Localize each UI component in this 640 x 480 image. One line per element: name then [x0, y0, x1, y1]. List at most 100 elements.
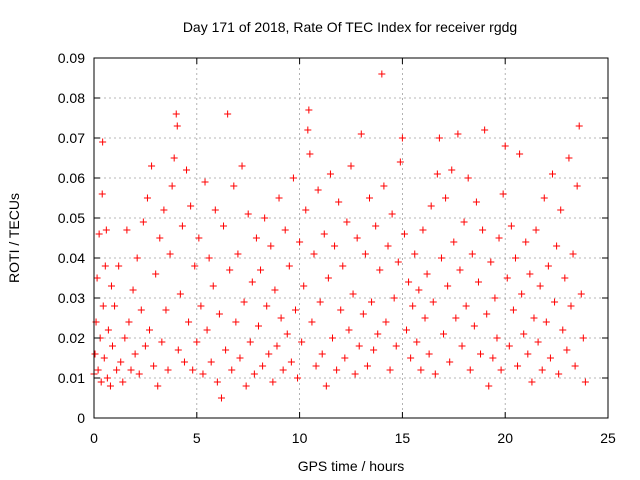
data-point [91, 350, 99, 358]
chart-title: Day 171 of 2018, Rate Of TEC Index for r… [183, 19, 517, 35]
data-point [100, 354, 108, 362]
data-point [115, 262, 123, 270]
x-axis-label: GPS time / hours [298, 458, 405, 474]
data-point [318, 350, 326, 358]
data-point [567, 302, 575, 310]
data-point [528, 378, 536, 386]
data-point [294, 374, 302, 382]
data-point [530, 314, 538, 322]
data-point [339, 262, 347, 270]
data-point [509, 306, 517, 314]
data-point [117, 358, 125, 366]
data-point [289, 174, 297, 182]
y-tick-label: 0 [77, 410, 85, 426]
data-point [442, 194, 450, 202]
data-point [392, 342, 400, 350]
data-point [107, 282, 115, 290]
data-point [185, 318, 193, 326]
data-point [154, 382, 162, 390]
data-point [542, 318, 550, 326]
data-point [450, 238, 458, 246]
data-point [359, 310, 367, 318]
data-point [257, 266, 265, 274]
data-point [532, 226, 540, 234]
data-point [415, 286, 423, 294]
data-point [209, 282, 217, 290]
data-point [417, 366, 425, 374]
plot-frame [93, 57, 609, 419]
data-point [135, 370, 143, 378]
data-point [308, 318, 316, 326]
data-point [173, 122, 181, 130]
data-point [232, 318, 240, 326]
data-point [357, 130, 365, 138]
data-point [193, 338, 201, 346]
data-point [518, 290, 526, 298]
data-point [403, 326, 411, 334]
y-tick-label: 0.02 [58, 330, 85, 346]
data-point [189, 366, 197, 374]
data-point [353, 234, 361, 242]
data-point [113, 366, 121, 374]
y-tick-label: 0.01 [58, 370, 85, 386]
data-point [201, 178, 209, 186]
data-point [501, 142, 509, 150]
data-point [548, 170, 556, 178]
data-point [254, 322, 262, 330]
data-point [511, 254, 519, 262]
data-point [495, 234, 503, 242]
data-point [174, 346, 182, 354]
data-point [129, 286, 137, 294]
data-point [448, 166, 456, 174]
y-tick-label: 0.08 [58, 90, 85, 106]
data-point [242, 382, 250, 390]
data-point [429, 298, 437, 306]
data-point [316, 298, 324, 306]
data-point [211, 206, 219, 214]
data-point [205, 254, 213, 262]
data-point [419, 226, 427, 234]
data-point [569, 250, 577, 258]
data-point [516, 150, 524, 158]
data-point [244, 210, 252, 218]
data-point [267, 242, 275, 250]
y-tick-label: 0.04 [58, 250, 85, 266]
data-point [363, 362, 371, 370]
data-point [452, 314, 460, 322]
data-point [164, 366, 172, 374]
x-tick-label: 20 [497, 430, 513, 446]
data-point [456, 266, 464, 274]
data-point [345, 326, 353, 334]
data-point [95, 230, 103, 238]
data-point [213, 378, 221, 386]
data-point [320, 230, 328, 238]
data-point [287, 358, 295, 366]
data-point [485, 382, 493, 390]
data-point [435, 134, 443, 142]
data-point [405, 278, 413, 286]
x-tick-label: 15 [395, 430, 411, 446]
data-point [322, 382, 330, 390]
data-point [565, 154, 573, 162]
data-point [499, 190, 507, 198]
data-point [94, 366, 102, 374]
data-point [413, 338, 421, 346]
data-point [158, 338, 166, 346]
data-point [97, 378, 105, 386]
data-point [259, 362, 267, 370]
data-point [101, 262, 109, 270]
data-point [333, 366, 341, 374]
x-tick-label: 25 [600, 430, 616, 446]
x-tick-label: 5 [193, 430, 201, 446]
data-point [551, 298, 559, 306]
data-point [170, 154, 178, 162]
data-point [143, 194, 151, 202]
data-point [246, 338, 254, 346]
data-point [271, 286, 279, 294]
data-point [222, 346, 230, 354]
data-point [437, 254, 445, 262]
data-point [248, 278, 256, 286]
data-point [380, 182, 388, 190]
grid-layer [94, 58, 608, 418]
